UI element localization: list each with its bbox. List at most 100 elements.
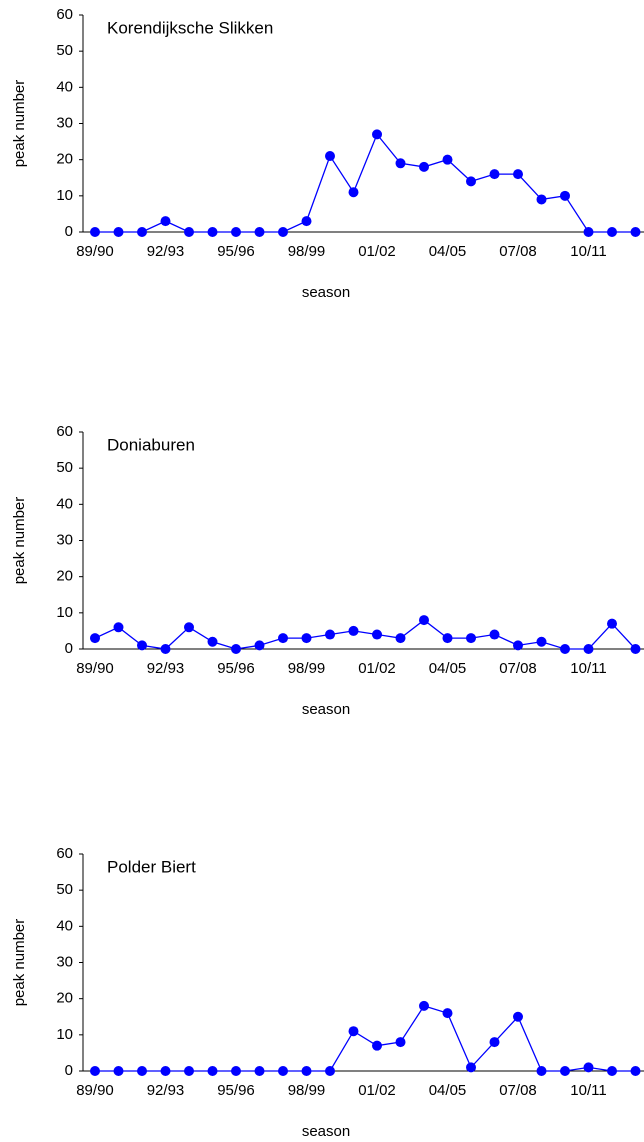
data-point xyxy=(325,629,335,640)
data-point xyxy=(301,1066,312,1076)
y-tick-label: 50 xyxy=(56,42,73,59)
x-tick-label: 92/93 xyxy=(147,1082,185,1099)
data-point xyxy=(630,1066,641,1076)
data-point xyxy=(348,1026,359,1037)
y-axis-label: peak number xyxy=(11,497,28,585)
data-point xyxy=(560,644,570,654)
y-tick-label: 40 xyxy=(56,917,73,934)
data-point xyxy=(395,158,406,169)
data-point xyxy=(348,625,359,636)
x-tick-label: 01/02 xyxy=(358,243,396,260)
data-point xyxy=(184,1066,194,1076)
data-point xyxy=(137,640,147,651)
data-point xyxy=(231,227,241,237)
data-point xyxy=(254,1066,265,1076)
data-point xyxy=(231,644,241,654)
data-point xyxy=(372,629,382,640)
x-tick-label: 89/90 xyxy=(76,1082,114,1099)
x-tick-label: 95/96 xyxy=(217,660,255,677)
y-tick-label: 60 xyxy=(56,845,73,862)
y-tick-label: 0 xyxy=(65,223,73,240)
data-point xyxy=(325,151,335,162)
data-point xyxy=(489,1037,500,1048)
data-point xyxy=(583,1062,594,1073)
data-point xyxy=(254,227,265,237)
data-point xyxy=(325,1066,335,1076)
data-point xyxy=(278,1066,288,1076)
y-tick-label: 60 xyxy=(56,423,73,440)
x-axis-label: season xyxy=(302,701,350,718)
y-tick-label: 30 xyxy=(56,531,73,548)
y-tick-label: 60 xyxy=(56,6,73,23)
data-point xyxy=(489,169,500,180)
data-point xyxy=(207,636,218,647)
y-axis-label: peak number xyxy=(11,919,28,1007)
chart-title: Korendijksche Slikken xyxy=(107,18,273,37)
x-tick-label: 98/99 xyxy=(288,660,326,677)
data-point xyxy=(301,216,312,227)
x-tick-label: 04/05 xyxy=(429,243,467,260)
y-tick-label: 0 xyxy=(65,1062,73,1079)
data-point xyxy=(301,633,312,644)
data-point xyxy=(184,622,194,633)
data-point xyxy=(113,622,124,633)
data-point xyxy=(583,644,594,654)
y-tick-label: 40 xyxy=(56,78,73,95)
data-point xyxy=(442,633,453,644)
x-axis-label: season xyxy=(302,1123,350,1140)
x-tick-label: 01/02 xyxy=(358,660,396,677)
data-point xyxy=(254,640,265,651)
y-tick-label: 10 xyxy=(56,187,73,204)
data-point xyxy=(184,227,194,237)
data-point xyxy=(419,161,429,172)
data-point xyxy=(372,129,382,140)
x-tick-label: 10/11 xyxy=(570,243,606,260)
x-axis-label: season xyxy=(302,284,350,301)
data-point xyxy=(278,227,288,237)
data-point xyxy=(395,633,406,644)
data-point xyxy=(160,1066,171,1076)
chart-title: Doniaburen xyxy=(107,435,195,454)
x-tick-label: 04/05 xyxy=(429,1082,467,1099)
data-point xyxy=(607,227,617,237)
y-tick-label: 10 xyxy=(56,604,73,621)
data-point xyxy=(160,644,171,654)
data-point xyxy=(513,640,523,651)
data-point xyxy=(536,194,547,205)
data-point xyxy=(207,227,218,237)
x-tick-label: 07/08 xyxy=(499,1082,537,1099)
x-tick-label: 10/11 xyxy=(570,660,606,677)
data-point xyxy=(513,169,523,180)
data-point xyxy=(630,644,641,654)
data-point xyxy=(419,615,429,626)
data-point xyxy=(90,1066,100,1076)
data-point xyxy=(395,1037,406,1048)
data-point xyxy=(113,227,124,237)
data-line xyxy=(94,619,636,650)
y-tick-label: 30 xyxy=(56,114,73,131)
x-tick-label: 04/05 xyxy=(429,660,467,677)
y-tick-label: 50 xyxy=(56,881,73,898)
chart-title: Polder Biert xyxy=(107,857,196,876)
data-point xyxy=(466,633,476,644)
y-axis-label: peak number xyxy=(11,80,28,168)
data-point xyxy=(607,1066,617,1076)
x-tick-label: 89/90 xyxy=(76,243,114,260)
y-tick-label: 40 xyxy=(56,495,73,512)
data-point xyxy=(137,1066,147,1076)
data-point xyxy=(583,227,594,237)
y-tick-label: 50 xyxy=(56,459,73,476)
y-tick-label: 30 xyxy=(56,953,73,970)
x-tick-label: 07/08 xyxy=(499,660,537,677)
data-point xyxy=(90,633,100,644)
data-point xyxy=(442,1008,453,1019)
x-tick-label: 10/11 xyxy=(570,1082,606,1099)
data-point xyxy=(560,1066,570,1076)
data-point xyxy=(466,176,476,187)
data-point xyxy=(419,1000,429,1011)
y-tick-label: 0 xyxy=(65,640,73,657)
y-tick-label: 20 xyxy=(56,151,73,168)
data-point xyxy=(113,1066,124,1076)
data-point xyxy=(536,1066,547,1076)
